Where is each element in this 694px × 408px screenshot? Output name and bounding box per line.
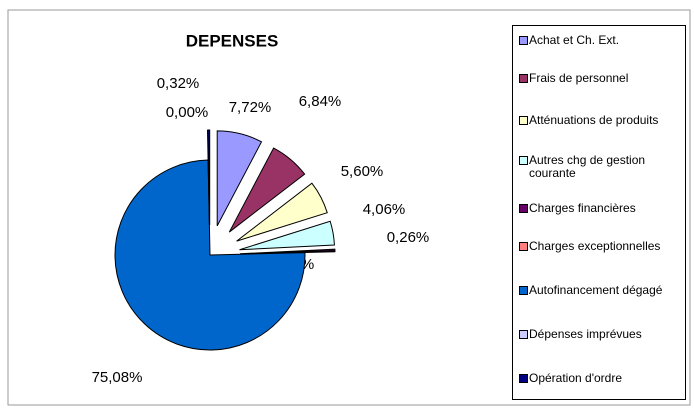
legend-item: Autofinancement dégagé [519,284,683,297]
data-label: 0,32% [157,75,200,92]
legend: Achat et Ch. Ext. Frais de personnel Attén… [512,25,686,400]
data-label: 4,06% [363,201,406,218]
legend-swatch [519,156,528,165]
legend-item: Dépenses imprévues [519,328,683,341]
legend-label: Charges exceptionnelles [529,239,661,253]
data-label: 75,08% [92,369,143,386]
legend-label: Atténuations de produits [529,113,659,127]
legend-label: Charges financières [529,201,636,215]
legend-item: Achat et Ch. Ext. [519,34,683,47]
data-label: 0,26% [387,229,430,246]
legend-item: Autres chg de gestion courante [519,154,683,180]
legend-label: Frais de personnel [529,71,629,85]
pie-slice [207,129,211,226]
legend-label: Achat et Ch. Ext. [529,33,620,47]
legend-swatch [519,116,528,125]
data-label: 7,72% [229,99,272,116]
data-label: 5,60% [341,163,384,180]
pie-slice [228,147,306,233]
legend-label: Autres chg de gestion courante [529,153,646,180]
pie-slice [239,220,335,251]
data-label: 6,84% [299,93,342,110]
legend-item: Charges exceptionnelles [519,240,683,253]
pie-slice [114,159,306,351]
legend-swatch [519,36,528,45]
legend-item: Atténuations de produits [519,114,683,127]
chart-title: DEPENSES [186,31,279,50]
legend-swatch [519,204,528,213]
pie-slice [236,182,328,242]
legend-swatch [519,74,528,83]
legend-label: Dépenses imprévues [529,327,642,341]
legend-item: Charges financières [519,202,683,215]
legend-item: Opération d'ordre [519,372,683,385]
legend-swatch [519,242,528,251]
legend-item: Frais de personnel [519,72,683,85]
legend-swatch [519,286,528,295]
legend-label: Opération d'ordre [529,371,623,385]
legend-swatch [519,330,528,339]
legend-label: Autofinancement dégagé [529,283,663,297]
legend-swatch [519,374,528,383]
pie-slice [216,130,263,227]
data-label: 0,00% [166,104,209,121]
